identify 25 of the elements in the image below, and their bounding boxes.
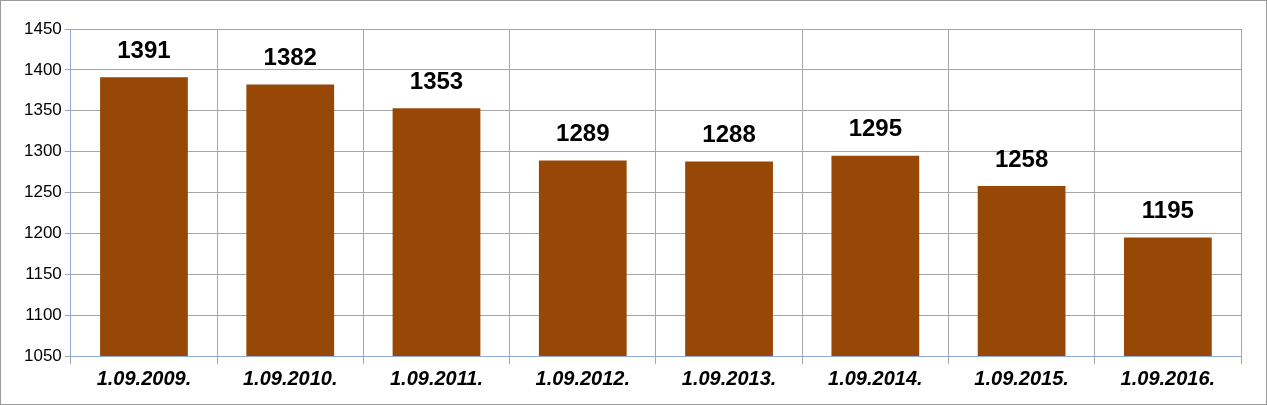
data-label: 1353 [409,66,464,94]
y-tick-label: 1450 [23,18,62,38]
x-tick-label: 1.09.2012. [535,366,631,389]
data-label: 1195 [1141,196,1194,224]
y-tick-label: 1150 [25,263,62,283]
y-tick-label: 1400 [23,59,62,79]
data-label: 1391 [117,35,171,63]
y-tick-label: 1100 [25,304,62,324]
x-tick-label: 1.09.2015. [974,366,1069,389]
y-tick-label: 1250 [23,182,62,202]
x-tick-label: 1.09.2009. [96,366,192,389]
x-tick-label: 1.09.2016. [1120,366,1216,389]
x-tick-label: 1.09.2011. [389,366,484,389]
y-tick-label: 1350 [23,100,62,120]
data-label: 1288 [702,120,756,148]
x-tick-label: 1.09.2013. [681,366,777,389]
y-tick-label: 1300 [23,141,62,161]
x-tick-label: 1.09.2014. [828,366,923,389]
y-tick-label: 1200 [23,223,62,243]
data-label: 1382 [263,43,317,71]
y-tick-label: 1050 [23,345,62,365]
x-tick-label: 1.09.2010. [242,366,338,389]
data-label: 1295 [848,114,903,142]
data-label: 1258 [994,144,1049,172]
data-label: 1289 [556,119,610,147]
